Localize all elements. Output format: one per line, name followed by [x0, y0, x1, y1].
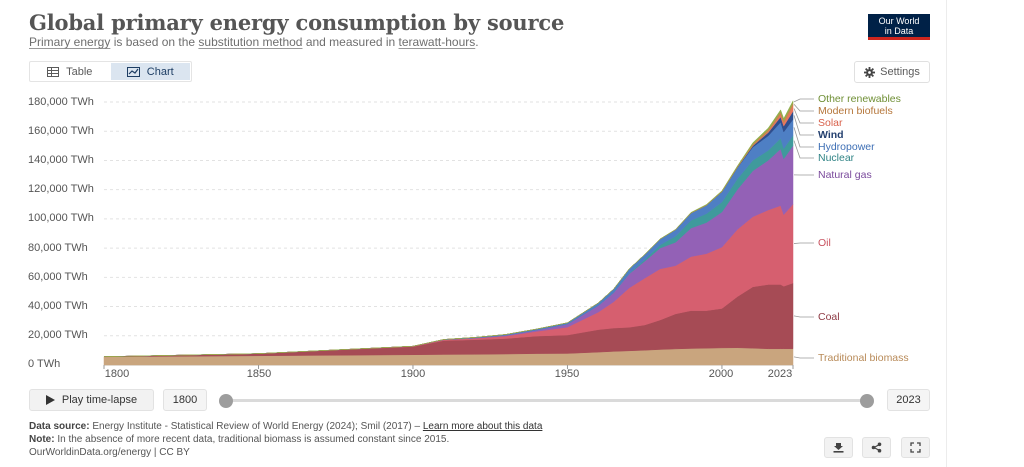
x-tick-label: 2000: [708, 368, 734, 380]
leader-line-nuclear: [793, 140, 814, 159]
credit-line: OurWorldinData.org/energy | CC BY: [29, 447, 190, 458]
fullscreen-button[interactable]: [901, 437, 930, 458]
data-source-label: Data source:: [29, 421, 90, 432]
series-label-other-renewables: Other renewables: [818, 93, 901, 105]
tab-chart-label: Chart: [146, 65, 174, 78]
play-timelapse-button[interactable]: Play time-lapse: [29, 389, 154, 411]
x-tick-label: 1850: [246, 368, 272, 380]
leader-line-oil: [793, 242, 814, 244]
timeline-slider-track[interactable]: [226, 399, 867, 402]
y-tick-label: 40,000 TWh: [28, 300, 88, 312]
timeline-start-handle[interactable]: [219, 394, 233, 408]
y-tick-label: 120,000 TWh: [28, 183, 94, 195]
download-button[interactable]: [824, 437, 853, 458]
y-tick-label: 100,000 TWh: [28, 212, 94, 224]
leader-line-other-renewables: [793, 98, 814, 103]
leader-line-traditional-biomass: [793, 356, 814, 359]
tab-chart[interactable]: Chart: [110, 63, 190, 80]
download-icon: [833, 443, 844, 453]
x-tick-label: 1800: [104, 368, 130, 380]
fullscreen-icon: [910, 442, 921, 453]
leader-line-wind: [793, 115, 814, 136]
y-tick-label: 180,000 TWh: [28, 96, 94, 108]
note-label: Note:: [29, 434, 55, 445]
tab-table[interactable]: Table: [30, 62, 110, 81]
subtitle-text-end: .: [475, 35, 479, 49]
series-label-nuclear: Nuclear: [818, 152, 855, 164]
note-text: In the absence of more recent data, trad…: [54, 434, 450, 445]
chart-title: Global primary energy consumption by sou…: [29, 10, 565, 35]
y-tick-label: 80,000 TWh: [28, 242, 88, 254]
series-label-oil: Oil: [818, 237, 831, 249]
tab-table-label: Table: [66, 65, 93, 78]
series-label-solar: Solar: [818, 117, 843, 129]
subtitle-text-1: is based on the: [110, 35, 199, 49]
y-tick-label: 60,000 TWh: [28, 271, 88, 283]
primary-energy-link[interactable]: Primary energy: [29, 35, 111, 49]
series-label-hydropower: Hydropower: [818, 141, 875, 153]
learn-more-link[interactable]: Learn more about this data: [422, 421, 543, 432]
stacked-area-chart: [103, 98, 814, 369]
terawatt-hours-link[interactable]: terawatt-hours: [398, 35, 476, 49]
substitution-method-link[interactable]: substitution method: [198, 35, 303, 49]
play-timelapse-label: Play time-lapse: [61, 394, 138, 406]
start-year-field[interactable]: 1800: [163, 389, 207, 411]
leader-line-solar: [793, 108, 814, 124]
data-source-text: Energy Institute - Statistical Review of…: [89, 421, 423, 432]
leader-line-modern-biofuels: [793, 103, 814, 112]
y-tick-label: 20,000 TWh: [28, 329, 88, 341]
chart-icon: [126, 66, 140, 77]
x-tick-label: 2023: [767, 368, 793, 380]
play-icon: [45, 395, 55, 405]
chart-card: Global primary energy consumption by sou…: [28, 10, 930, 458]
share-icon: [871, 442, 882, 453]
settings-label: Settings: [880, 66, 920, 78]
view-tabs: Table Chart: [29, 61, 192, 82]
share-button[interactable]: [862, 437, 891, 458]
owid-logo[interactable]: Our World in Data: [868, 14, 930, 40]
leader-line-coal: [793, 315, 814, 318]
series-label-coal: Coal: [818, 311, 840, 323]
subtitle-text-2: and measured in: [302, 35, 399, 49]
leader-line-hydropower: [793, 127, 814, 148]
series-label-modern-biofuels: Modern biofuels: [818, 105, 893, 117]
series-label-wind: Wind: [818, 129, 844, 141]
logo-line-2: in Data: [884, 26, 914, 36]
gear-icon: [864, 66, 876, 78]
y-tick-label: 0 TWh: [28, 358, 61, 370]
area-other-renewables: [103, 100, 794, 357]
logo-line-1: Our World: [878, 16, 920, 26]
x-tick-label: 1950: [554, 368, 580, 380]
data-source-line: Data source: Energy Institute - Statisti…: [29, 421, 542, 432]
settings-button[interactable]: Settings: [854, 61, 930, 83]
table-icon: [47, 66, 60, 77]
series-label-natural-gas: Natural gas: [818, 169, 872, 181]
note-line: Note: In the absence of more recent data…: [29, 434, 449, 445]
x-tick-label: 1900: [400, 368, 426, 380]
series-label-traditional-biomass: Traditional biomass: [818, 352, 909, 364]
end-year-field[interactable]: 2023: [887, 389, 930, 411]
page-edge: [946, 0, 947, 467]
chart-subtitle: Primary energy is based on the substitut…: [29, 35, 479, 49]
timeline-end-handle[interactable]: [860, 394, 874, 408]
y-tick-label: 160,000 TWh: [28, 125, 94, 137]
y-tick-label: 140,000 TWh: [28, 154, 94, 166]
